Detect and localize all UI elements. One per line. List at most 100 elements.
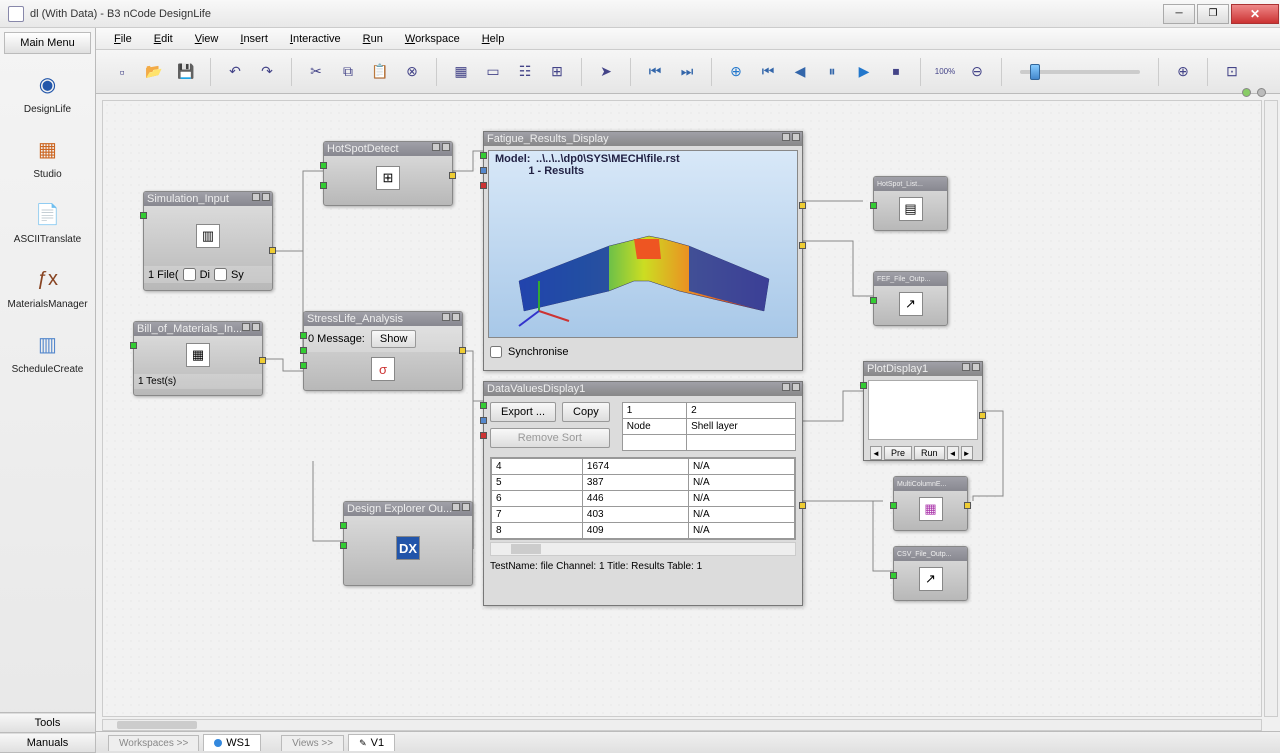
node-csv-output[interactable]: CSV_File_Outp... ↗ (893, 546, 968, 601)
menu-workspace[interactable]: Workspace (397, 31, 468, 47)
menu-help[interactable]: Help (474, 31, 513, 47)
copy-button[interactable]: ⧉ (334, 58, 362, 86)
align-button[interactable]: ☷ (511, 58, 539, 86)
window-close-button[interactable] (1231, 4, 1279, 24)
menu-insert[interactable]: Insert (232, 31, 276, 47)
pre-button[interactable]: Pre (884, 446, 912, 460)
sidebar-item-asciitranslate[interactable]: 📄ASCIITranslate (8, 198, 88, 245)
zoom-out-button[interactable]: ⊖ (963, 58, 991, 86)
views-tab-label[interactable]: Views >> (281, 735, 344, 751)
pause-button[interactable]: ⏸ (818, 58, 846, 86)
3d-viewer[interactable]: Model: ..\..\..\dp0\SYS\MECH\file.rst 1 … (488, 150, 798, 338)
new-file-button[interactable]: ▫ (108, 58, 136, 86)
pause-l-button[interactable]: ⏮ (641, 58, 669, 86)
redo-button[interactable]: ↷ (253, 58, 281, 86)
paste-button[interactable]: 📋 (366, 58, 394, 86)
grid-button[interactable]: ▦ (447, 58, 475, 86)
stop-button[interactable]: ⏹ (882, 58, 910, 86)
sidebar-item-designlife[interactable]: ◉DesignLife (8, 68, 88, 115)
next-button[interactable]: ► (961, 446, 973, 460)
copy-button[interactable]: Copy (562, 402, 610, 422)
save-file-button[interactable]: 💾 (172, 58, 200, 86)
table-row[interactable]: 7403N/A (492, 507, 795, 523)
run-new-button[interactable]: ⊕ (722, 58, 750, 86)
delete-button[interactable]: ⊗ (398, 58, 426, 86)
node-title: Bill_of_Materials_In... (137, 323, 242, 335)
menu-run[interactable]: Run (355, 31, 391, 47)
sidebar: Main Menu ◉DesignLife ▦Studio 📄ASCIITransl… (0, 28, 96, 753)
table-row[interactable]: 6446N/A (492, 491, 795, 507)
panel-fatigue-results[interactable]: Fatigue_Results_Display Model: ..\..\..\… (483, 131, 803, 371)
back-button[interactable]: ◄ (947, 446, 959, 460)
cut-button[interactable]: ✂ (302, 58, 330, 86)
menu-view[interactable]: View (187, 31, 227, 47)
snap-button[interactable]: ▭ (479, 58, 507, 86)
data-grid[interactable]: 41674N/A5387N/A6446N/A7403N/A8409N/A (490, 457, 796, 540)
sidebar-item-schedulecreate[interactable]: ▥ScheduleCreate (8, 328, 88, 375)
synchronise-label: Synchronise (508, 346, 569, 358)
workspaces-tab-label[interactable]: Workspaces >> (108, 735, 199, 751)
run-button[interactable]: Run (914, 446, 945, 460)
designlife-icon: ◉ (32, 68, 64, 100)
horizontal-scrollbar[interactable] (490, 542, 796, 556)
dx-icon: DX (396, 536, 420, 560)
prev-button[interactable]: ◄ (870, 446, 882, 460)
play-button[interactable]: ▶ (850, 58, 878, 86)
sidebar-tools-button[interactable]: Tools (0, 713, 95, 733)
window-maximize-button[interactable]: ❐ (1197, 4, 1229, 24)
node-fef-output[interactable]: FEF_File_Outp... ↗ (873, 271, 948, 326)
tab-v1[interactable]: ✎V1 (348, 734, 395, 751)
tab-ws1[interactable]: WS1 (203, 734, 261, 751)
node-stresslife[interactable]: StressLife_Analysis 0 Message: Show σ (303, 311, 463, 391)
canvas-horizontal-scrollbar[interactable] (102, 719, 1262, 731)
sidebar-item-materialsmanager[interactable]: ƒxMaterialsManager (8, 263, 88, 310)
layers-button[interactable]: ⊞ (543, 58, 571, 86)
node-simulation-input[interactable]: Simulation_Input ▥ 1 File( Di Sy (143, 191, 273, 291)
table-row[interactable]: 5387N/A (492, 475, 795, 491)
pause-r-button[interactable]: ⏭ (673, 58, 701, 86)
synchronise-checkbox[interactable] (490, 346, 502, 358)
table-status: TestName: file Channel: 1 Title: Results… (484, 558, 802, 575)
plot-area[interactable] (868, 380, 978, 440)
node-multicolumn[interactable]: MultiColumnE... ▦ (893, 476, 968, 531)
table-row[interactable]: 8409N/A (492, 523, 795, 539)
workflow-canvas[interactable]: Simulation_Input ▥ 1 File( Di Sy Bill_of… (102, 100, 1262, 717)
bottom-tabs: Workspaces >> WS1 Views >> ✎V1 (96, 731, 1280, 753)
open-file-button[interactable]: 📂 (140, 58, 168, 86)
remove-sort-button[interactable]: Remove Sort (490, 428, 610, 448)
zoom-100-button[interactable]: 100% (931, 58, 959, 86)
node-hotspot-detect[interactable]: HotSpotDetect ⊞ (323, 141, 453, 206)
menu-edit[interactable]: Edit (146, 31, 181, 47)
panel-data-values[interactable]: DataValuesDisplay1 Export ... Copy Remov… (483, 381, 803, 606)
sidebar-manuals-button[interactable]: Manuals (0, 733, 95, 753)
canvas-vertical-scrollbar[interactable] (1264, 100, 1278, 717)
node-hotspot-list[interactable]: HotSpot_List... ▤ (873, 176, 948, 231)
sy-checkbox[interactable] (214, 268, 227, 281)
menu-file[interactable]: File (106, 31, 140, 47)
step-in-button[interactable]: ➤ (592, 58, 620, 86)
window-minimize-button[interactable]: ─ (1163, 4, 1195, 24)
node-title: HotSpotDetect (327, 143, 399, 155)
fit-view-button[interactable]: ⊡ (1218, 58, 1246, 86)
sidebar-item-studio[interactable]: ▦Studio (8, 133, 88, 180)
main-menu-button[interactable]: Main Menu (4, 32, 91, 54)
columns-icon: ▦ (919, 497, 943, 521)
sidebar-item-label: ASCIITranslate (8, 234, 88, 245)
zoom-in-button[interactable]: ⊕ (1169, 58, 1197, 86)
node-materials[interactable]: Bill_of_Materials_In... ▦ 1 Test(s) (133, 321, 263, 396)
zoom-slider[interactable] (1020, 70, 1140, 74)
export-icon: ↗ (899, 292, 923, 316)
show-button[interactable]: Show (371, 330, 417, 348)
panel-plot-display[interactable]: PlotDisplay1 ◄ Pre Run ◄ ► (863, 361, 983, 461)
panel-title: DataValuesDisplay1 (487, 383, 585, 395)
step-back-button[interactable]: ⏮ (754, 58, 782, 86)
menu-interactive[interactable]: Interactive (282, 31, 349, 47)
app-icon (8, 6, 24, 22)
export-button[interactable]: Export ... (490, 402, 556, 422)
play-back-button[interactable]: ◀ (786, 58, 814, 86)
node-design-explorer-output[interactable]: Design Explorer Ou... DX (343, 501, 473, 586)
table-row[interactable]: 41674N/A (492, 459, 795, 475)
node-title: FEF_File_Outp... (877, 276, 930, 283)
di-checkbox[interactable] (183, 268, 196, 281)
undo-button[interactable]: ↶ (221, 58, 249, 86)
